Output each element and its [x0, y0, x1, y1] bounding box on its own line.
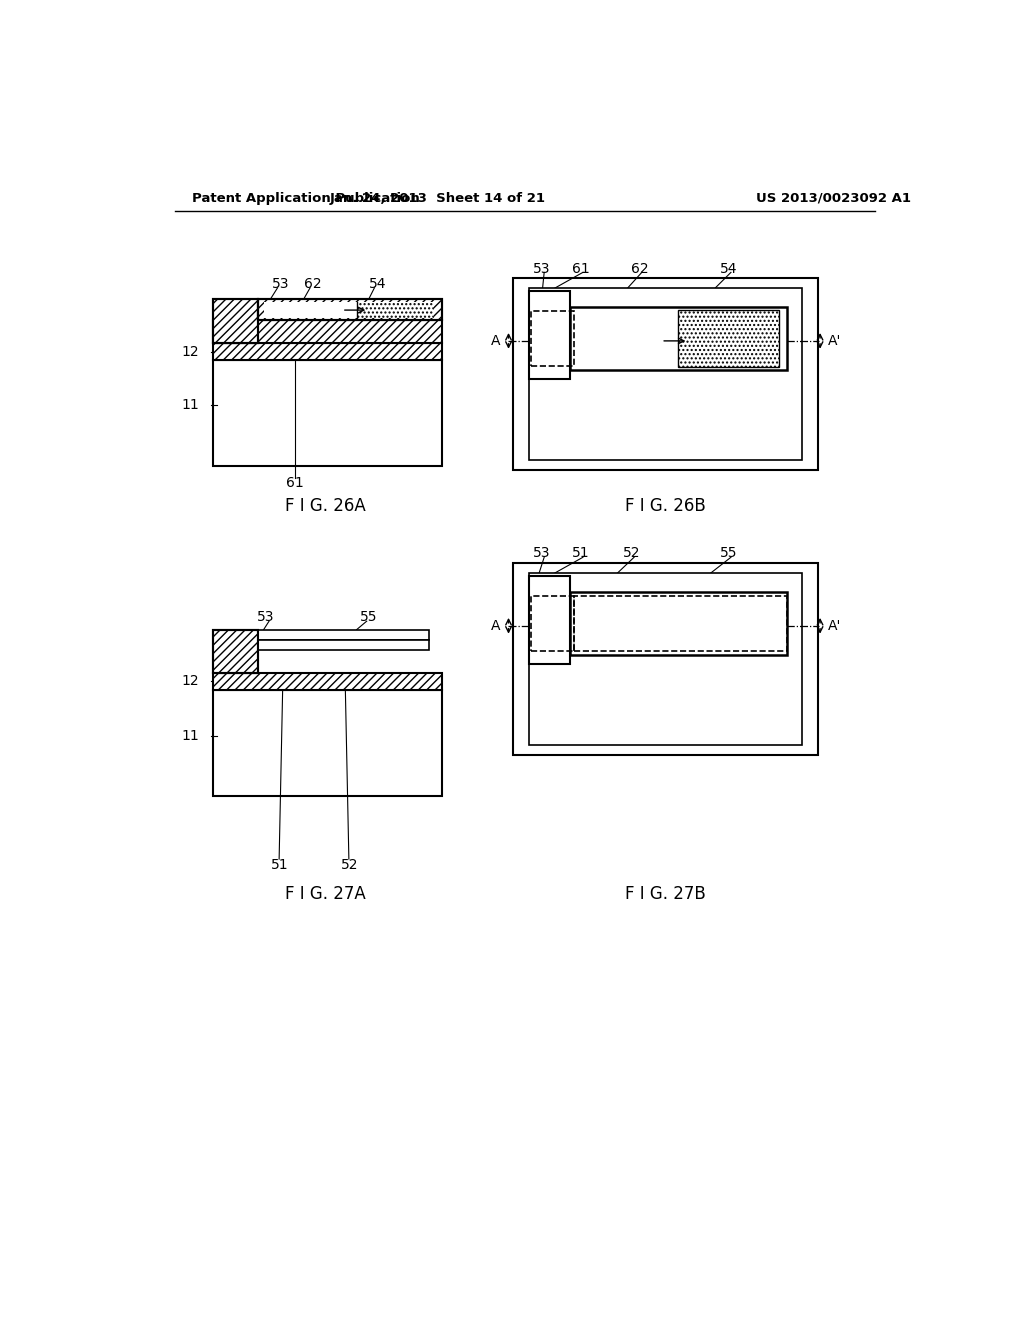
Text: 55: 55: [720, 546, 737, 561]
Bar: [569, 308, 786, 370]
Text: Jan. 24, 2013  Sheet 14 of 21: Jan. 24, 2013 Sheet 14 of 21: [330, 191, 546, 205]
Text: Patent Application Publication: Patent Application Publication: [191, 191, 419, 205]
Bar: [258, 640, 429, 649]
Text: 53: 53: [534, 261, 551, 276]
Text: F I G. 27A: F I G. 27A: [286, 884, 366, 903]
Text: 52: 52: [341, 858, 358, 873]
Bar: [213, 630, 258, 673]
Bar: [213, 630, 258, 673]
Text: 55: 55: [359, 610, 377, 624]
Text: 52: 52: [623, 546, 640, 561]
Bar: [258, 300, 442, 321]
Bar: [213, 673, 442, 689]
Text: A': A': [827, 334, 841, 348]
Text: A: A: [492, 334, 501, 348]
Bar: [213, 321, 442, 343]
Bar: [569, 591, 786, 655]
Text: A': A': [827, 619, 841, 632]
Bar: [529, 288, 802, 461]
Text: A: A: [492, 619, 501, 632]
Text: US 2013/0023092 A1: US 2013/0023092 A1: [756, 191, 910, 205]
Text: 54: 54: [720, 261, 737, 276]
Bar: [574, 595, 786, 651]
Bar: [258, 630, 429, 640]
Text: 62: 62: [304, 277, 322, 290]
Bar: [529, 290, 569, 379]
Text: 53: 53: [534, 546, 551, 561]
Text: 12: 12: [181, 345, 200, 359]
Text: 51: 51: [571, 546, 590, 561]
Text: F I G. 26A: F I G. 26A: [286, 498, 366, 515]
Text: 62: 62: [631, 261, 648, 276]
Bar: [513, 562, 818, 755]
Bar: [263, 302, 356, 318]
Bar: [529, 573, 802, 744]
Text: 54: 54: [369, 277, 386, 290]
Text: 61: 61: [286, 477, 303, 490]
Text: F I G. 26B: F I G. 26B: [626, 498, 707, 515]
Bar: [529, 576, 569, 664]
Text: F I G. 27B: F I G. 27B: [626, 884, 707, 903]
Text: 11: 11: [181, 397, 200, 412]
Bar: [213, 300, 258, 343]
Bar: [531, 312, 574, 367]
Bar: [513, 277, 818, 470]
Bar: [356, 302, 434, 318]
Text: 53: 53: [257, 610, 274, 624]
Bar: [678, 310, 779, 367]
Text: 11: 11: [181, 729, 200, 743]
Bar: [213, 689, 442, 796]
Bar: [213, 360, 442, 466]
Bar: [258, 300, 442, 321]
Text: 51: 51: [271, 858, 289, 873]
Text: 12: 12: [181, 675, 200, 688]
Text: 53: 53: [272, 277, 290, 290]
Bar: [531, 595, 574, 651]
Text: 61: 61: [571, 261, 590, 276]
Bar: [213, 343, 442, 360]
Bar: [213, 300, 258, 343]
